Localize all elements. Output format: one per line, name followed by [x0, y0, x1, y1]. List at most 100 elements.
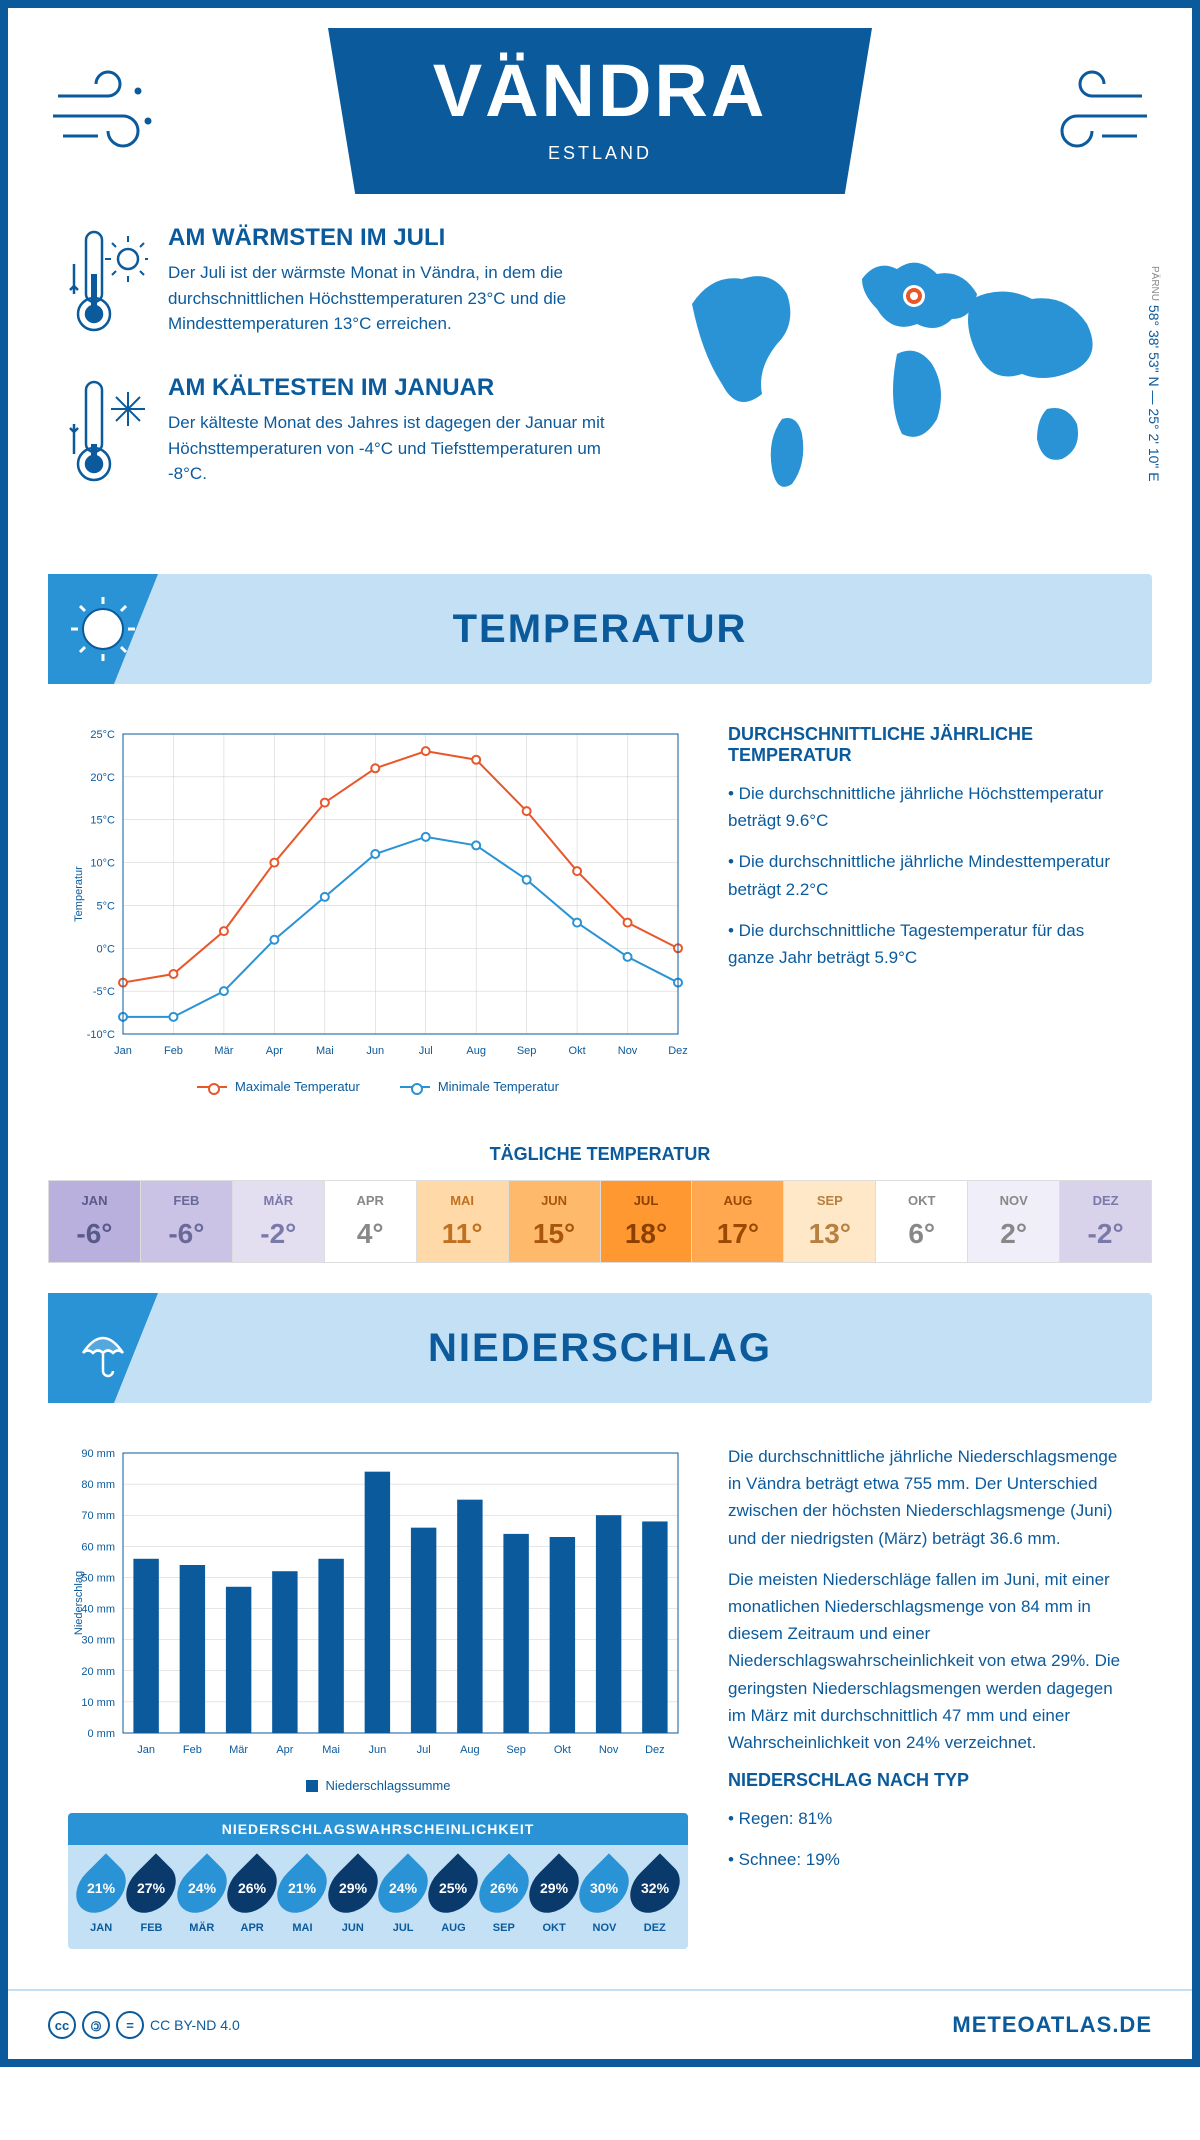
drop-cell: 32%DEZ [632, 1860, 678, 1934]
svg-text:Jan: Jan [137, 1744, 155, 1756]
drop-cell: 30%NOV [581, 1860, 627, 1934]
month-cell: NOV2° [968, 1181, 1060, 1262]
precip-para: Die durchschnittliche jährliche Niedersc… [728, 1443, 1132, 1552]
svg-text:Feb: Feb [183, 1744, 202, 1756]
temp-section-banner: TEMPERATUR [48, 574, 1152, 684]
drop-cell: 24%MÄR [179, 1860, 225, 1934]
footer: cc 🄯 = CC BY-ND 4.0 METEOATLAS.DE [8, 1989, 1192, 2059]
precip-row: 0 mm10 mm20 mm30 mm40 mm50 mm60 mm70 mm8… [8, 1423, 1192, 1969]
month-cell: SEP13° [784, 1181, 876, 1262]
svg-text:Jun: Jun [366, 1045, 384, 1057]
thermometer-hot-icon [68, 224, 148, 344]
temp-title: TEMPERATUR [188, 607, 1152, 652]
svg-text:5°C: 5°C [97, 900, 116, 912]
svg-text:Okt: Okt [569, 1045, 586, 1057]
precip-legend: Niederschlagssumme [68, 1778, 688, 1793]
svg-text:10 mm: 10 mm [81, 1697, 115, 1709]
temp-legend: Maximale Temperatur Minimale Temperatur [68, 1079, 688, 1094]
svg-text:Aug: Aug [460, 1744, 480, 1756]
svg-text:Mär: Mär [229, 1744, 248, 1756]
svg-text:Sep: Sep [506, 1744, 526, 1756]
temp-text-title: DURCHSCHNITTLICHE JÄHRLICHE TEMPERATUR [728, 724, 1132, 766]
cold-text: Der kälteste Monat des Jahres ist dagege… [168, 410, 612, 487]
sun-icon [48, 574, 158, 684]
license: cc 🄯 = CC BY-ND 4.0 [48, 2011, 240, 2039]
svg-text:Apr: Apr [266, 1045, 283, 1057]
month-cell: MÄR-2° [233, 1181, 325, 1262]
svg-text:Dez: Dez [668, 1045, 688, 1057]
month-cell: DEZ-2° [1060, 1181, 1151, 1262]
svg-text:Jul: Jul [419, 1045, 433, 1057]
svg-text:50 mm: 50 mm [81, 1572, 115, 1584]
city-name: VÄNDRA [328, 48, 872, 133]
month-cell: OKT6° [876, 1181, 968, 1262]
svg-text:Temperatur: Temperatur [73, 866, 85, 922]
prob-drops: 21%JAN27%FEB24%MÄR26%APR21%MAI29%JUN24%J… [68, 1845, 688, 1949]
precip-para: Die meisten Niederschläge fallen im Juni… [728, 1566, 1132, 1756]
svg-text:0°C: 0°C [97, 943, 116, 955]
svg-text:Mai: Mai [322, 1744, 340, 1756]
svg-text:Niederschlag: Niederschlag [73, 1571, 85, 1635]
precip-title: NIEDERSCHLAG [188, 1326, 1152, 1371]
svg-text:Nov: Nov [599, 1744, 619, 1756]
temp-bullet: • Die durchschnittliche jährliche Höchst… [728, 780, 1132, 834]
warmest-fact: AM WÄRMSTEN IM JULI Der Juli ist der wär… [68, 224, 612, 344]
svg-text:Mär: Mär [214, 1045, 233, 1057]
svg-text:60 mm: 60 mm [81, 1541, 115, 1553]
svg-text:Sep: Sep [517, 1045, 537, 1057]
daily-temp-strip: JAN-6°FEB-6°MÄR-2°APR4°MAI11°JUN15°JUL18… [48, 1180, 1152, 1263]
svg-text:70 mm: 70 mm [81, 1510, 115, 1522]
world-map [652, 224, 1132, 504]
month-cell: MAI11° [417, 1181, 509, 1262]
svg-text:90 mm: 90 mm [81, 1448, 115, 1460]
month-cell: APR4° [325, 1181, 417, 1262]
wind-icon [1032, 61, 1152, 161]
month-cell: JUN15° [509, 1181, 601, 1262]
temp-text: DURCHSCHNITTLICHE JÄHRLICHE TEMPERATUR •… [728, 724, 1132, 1094]
umbrella-icon [48, 1293, 158, 1403]
by-icon: 🄯 [82, 2011, 110, 2039]
temp-chart: -10°C-5°C0°C5°C10°C15°C20°C25°CJanFebMär… [68, 724, 688, 1094]
svg-text:Aug: Aug [466, 1045, 486, 1057]
wind-icon [48, 61, 168, 161]
cold-title: AM KÄLTESTEN IM JANUAR [168, 374, 612, 402]
temp-row: -10°C-5°C0°C5°C10°C15°C20°C25°CJanFebMär… [8, 704, 1192, 1114]
svg-text:30 mm: 30 mm [81, 1635, 115, 1647]
svg-text:Mai: Mai [316, 1045, 334, 1057]
svg-text:20°C: 20°C [90, 772, 115, 784]
month-cell: JAN-6° [49, 1181, 141, 1262]
nd-icon: = [116, 2011, 144, 2039]
svg-text:Dez: Dez [645, 1744, 665, 1756]
warm-text: Der Juli ist der wärmste Monat in Vändra… [168, 260, 612, 337]
precip-type-title: NIEDERSCHLAG NACH TYP [728, 1770, 1132, 1791]
drop-cell: 26%APR [229, 1860, 275, 1934]
precip-bullet: • Regen: 81% [728, 1805, 1132, 1832]
precip-chart: 0 mm10 mm20 mm30 mm40 mm50 mm60 mm70 mm8… [68, 1443, 688, 1949]
month-cell: AUG17° [692, 1181, 784, 1262]
temp-bullet: • Die durchschnittliche jährliche Mindes… [728, 848, 1132, 902]
temp-bullet: • Die durchschnittliche Tagestemperatur … [728, 917, 1132, 971]
svg-text:10°C: 10°C [90, 858, 115, 870]
month-cell: JUL18° [601, 1181, 693, 1262]
intro-section: AM WÄRMSTEN IM JULI Der Juli ist der wär… [8, 194, 1192, 554]
country-name: ESTLAND [328, 143, 872, 164]
svg-text:40 mm: 40 mm [81, 1604, 115, 1616]
drop-cell: 21%MAI [279, 1860, 325, 1934]
svg-text:20 mm: 20 mm [81, 1666, 115, 1678]
svg-text:25°C: 25°C [90, 729, 115, 741]
svg-text:-5°C: -5°C [93, 986, 115, 998]
svg-text:Nov: Nov [618, 1045, 638, 1057]
license-text: CC BY-ND 4.0 [150, 2017, 240, 2033]
svg-text:Feb: Feb [164, 1045, 183, 1057]
site-name: METEOATLAS.DE [952, 2012, 1152, 2038]
precip-bullet: • Schnee: 19% [728, 1846, 1132, 1873]
cc-icon: cc [48, 2011, 76, 2039]
drop-cell: 29%OKT [531, 1860, 577, 1934]
daily-temp-title: TÄGLICHE TEMPERATUR [8, 1144, 1192, 1165]
precip-text: Die durchschnittliche jährliche Niedersc… [728, 1443, 1132, 1949]
svg-text:80 mm: 80 mm [81, 1479, 115, 1491]
drop-cell: 26%SEP [481, 1860, 527, 1934]
svg-text:Jan: Jan [114, 1045, 132, 1057]
drop-cell: 21%JAN [78, 1860, 124, 1934]
coldest-fact: AM KÄLTESTEN IM JANUAR Der kälteste Mona… [68, 374, 612, 494]
